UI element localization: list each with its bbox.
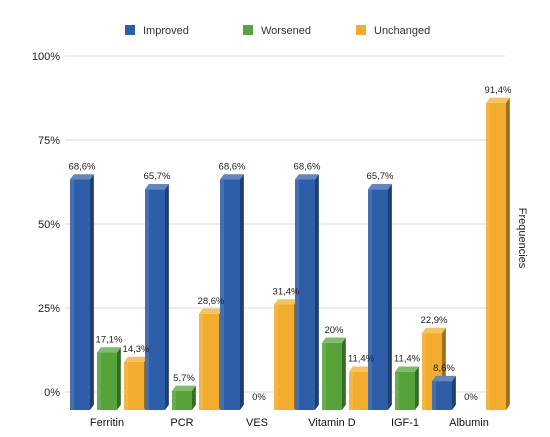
bar-unchanged-ves [274, 299, 298, 410]
y-tick-label: 25% [38, 303, 60, 315]
category-label: Vitamin D [308, 417, 356, 429]
data-label: 0% [252, 392, 266, 403]
data-label: 5,7% [173, 373, 195, 384]
category-label: PCR [170, 417, 193, 429]
bar-unchanged-albumin [486, 97, 510, 411]
data-label: 28,6% [198, 296, 225, 307]
legend-item-worsened: Worsened [243, 25, 311, 37]
legend-label: Worsened [261, 25, 311, 37]
legend-label: Improved [143, 25, 189, 37]
bar-worsened-ferritin [97, 347, 121, 410]
bar-worsened-pcr [172, 385, 196, 410]
legend-label: Unchanged [374, 25, 430, 37]
y-tick-label: 75% [38, 135, 60, 147]
data-label: 0% [464, 392, 478, 403]
category-label: VES [246, 417, 268, 429]
category-label: Albumin [449, 417, 489, 429]
data-label: 11,4% [348, 354, 375, 365]
y-tick-label: 50% [38, 219, 60, 231]
bar-unchanged-pcr [199, 308, 223, 410]
legend-swatch [243, 25, 253, 35]
bar-improved-ferritin [70, 174, 94, 410]
y-axis-tick-labels: 0% 25% 50% 75% 100% [32, 51, 60, 399]
data-label: 68,6% [69, 162, 96, 173]
bar-improved-ves [220, 174, 244, 410]
data-label: 68,6% [294, 162, 321, 173]
bar-worsened-vitamin-d [322, 337, 346, 410]
y-tick-label: 0% [44, 387, 60, 399]
bars [70, 97, 510, 411]
bar-unchanged-ferritin [124, 356, 148, 410]
data-label: 91,4% [485, 85, 512, 96]
legend-swatch [356, 25, 366, 35]
bar-improved-pcr [145, 183, 169, 410]
bar-improved-vitamin-d [295, 174, 319, 410]
category-labels: Ferritin PCR VES Vitamin D IGF-1 Albumin [90, 417, 489, 429]
category-label: Ferritin [90, 417, 124, 429]
legend-item-unchanged: Unchanged [356, 25, 430, 37]
data-label: 65,7% [367, 171, 394, 182]
data-label: 14,3% [123, 344, 150, 355]
y-tick-label: 100% [32, 51, 60, 63]
data-labels: 68,6% 17,1%14,3% 65,7% 5,7% 28,6% 68,6% 0% 31,4… [69, 85, 512, 403]
bar-worsened-igf-1 [395, 366, 419, 410]
legend-item-improved: Improved [125, 25, 189, 37]
bar-improved-albumin [432, 375, 456, 410]
y-axis-title: Frequencies [516, 208, 528, 269]
data-label: 22,9% [421, 315, 448, 326]
data-label: 8,6% [433, 363, 455, 374]
data-label: 20% [324, 325, 344, 336]
data-label: 17,1% [96, 335, 123, 346]
data-label: 65,7% [144, 171, 171, 182]
bar-improved-igf-1 [368, 183, 392, 410]
data-label: 68,6% [219, 162, 246, 173]
category-label: IGF-1 [391, 417, 419, 429]
data-label: 11,4% [394, 354, 421, 365]
data-label: 31,4% [273, 286, 300, 297]
legend: Improved Worsened Unchanged [125, 25, 430, 37]
legend-swatch [125, 25, 135, 35]
